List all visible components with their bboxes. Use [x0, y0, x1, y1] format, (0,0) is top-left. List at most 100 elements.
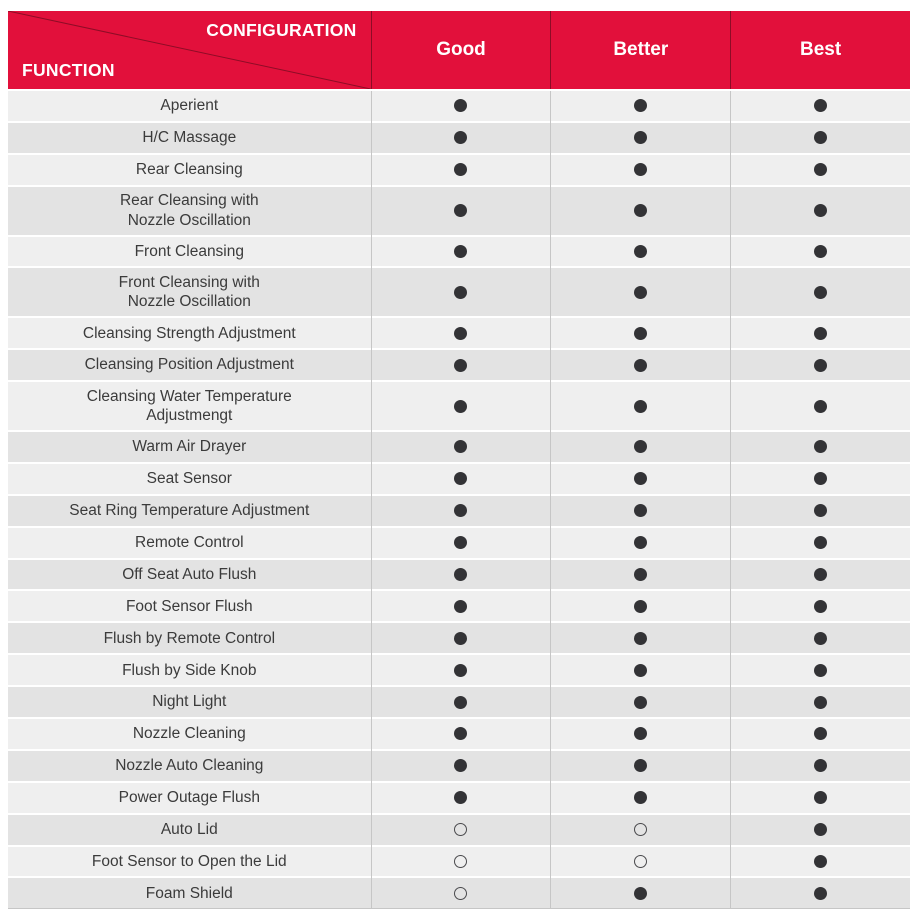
good-value-cell — [371, 560, 551, 590]
availability-dot — [813, 285, 827, 299]
availability-dot — [633, 599, 647, 613]
availability-dot — [453, 855, 467, 869]
column-divider — [730, 91, 732, 910]
availability-dot — [633, 204, 647, 218]
availability-dot — [453, 472, 467, 486]
table-row: Remote Control — [8, 527, 910, 558]
function-name-cell: Foam Shield — [145, 884, 233, 902]
table-body: Aperient H/C Massage Rear Cleansing — [8, 91, 910, 910]
availability-dot — [633, 568, 647, 582]
availability-dot — [813, 695, 827, 709]
availability-dot — [633, 855, 647, 869]
better-value-cell — [550, 123, 730, 153]
better-value-cell — [550, 655, 730, 685]
good-value-cell — [371, 187, 551, 235]
better-value-cell — [550, 268, 730, 316]
best-value-cell — [730, 155, 910, 185]
function-name-cell: Foot Sensor to Open the Lid — [91, 852, 287, 870]
availability-dot — [633, 631, 647, 645]
availability-dot — [813, 886, 827, 900]
availability-dot — [633, 131, 647, 145]
better-value-cell — [550, 350, 730, 380]
better-value-cell — [550, 591, 730, 621]
availability-dot — [453, 568, 467, 582]
availability-dot — [633, 886, 647, 900]
availability-dot — [813, 663, 827, 677]
availability-dot — [453, 599, 467, 613]
good-value-cell — [371, 382, 551, 430]
good-value-cell — [371, 496, 551, 526]
table-row: Cleansing Position Adjustment — [8, 350, 910, 381]
better-value-cell — [550, 187, 730, 235]
good-value-cell — [371, 591, 551, 621]
best-value-cell — [730, 560, 910, 590]
function-name-cell: Auto Lid — [160, 820, 218, 838]
good-value-cell — [371, 751, 551, 781]
better-value-cell — [550, 155, 730, 185]
good-value-cell — [371, 155, 551, 185]
function-name-cell: Remote Control — [135, 533, 244, 551]
good-value-cell — [371, 655, 551, 685]
availability-dot — [453, 358, 467, 372]
availability-dot — [633, 285, 647, 299]
best-value-cell — [730, 350, 910, 380]
availability-dot — [633, 440, 647, 454]
availability-dot — [633, 823, 647, 837]
function-name-cell: Warm Air Drayer — [132, 438, 247, 456]
function-name-cell: Flush by Remote Control — [103, 629, 276, 647]
best-value-cell — [730, 528, 910, 558]
best-value-cell — [730, 464, 910, 494]
better-value-cell — [550, 318, 730, 348]
function-name-cell: Front Cleansing — [134, 242, 244, 260]
good-value-cell — [371, 268, 551, 316]
good-value-cell — [371, 719, 551, 749]
good-value-cell — [371, 350, 551, 380]
function-name-cell: Cleansing Water Temperature Adjustmengt — [86, 387, 292, 425]
better-value-cell — [550, 751, 730, 781]
availability-dot — [453, 791, 467, 805]
table-row: Cleansing Strength Adjustment — [8, 318, 910, 349]
good-value-cell — [371, 687, 551, 717]
function-name-cell: Aperient — [160, 97, 219, 115]
good-value-cell — [371, 528, 551, 558]
availability-dot — [453, 759, 467, 773]
table-row: Auto Lid — [8, 814, 910, 845]
table-row: Off Seat Auto Flush — [8, 559, 910, 590]
availability-dot — [453, 823, 467, 837]
function-name-cell: Nozzle Cleaning — [132, 725, 246, 743]
table-row: H/C Massage — [8, 122, 910, 153]
table-row: Front Cleansing — [8, 236, 910, 267]
availability-dot — [453, 399, 467, 413]
availability-dot — [813, 163, 827, 177]
availability-dot — [453, 727, 467, 741]
column-header-best: Best — [730, 11, 910, 89]
column-divider — [550, 91, 552, 910]
function-name-cell: Front Cleansing with Nozzle Oscillation — [118, 274, 260, 311]
better-value-cell — [550, 464, 730, 494]
availability-dot — [453, 326, 467, 340]
feature-comparison-table: CONFIGURATION FUNCTION Good Better Best … — [8, 11, 910, 910]
availability-dot — [633, 163, 647, 177]
availability-dot — [453, 695, 467, 709]
function-label: FUNCTION — [22, 60, 115, 80]
availability-dot — [813, 568, 827, 582]
table-row: Flush by Remote Control — [8, 623, 910, 654]
column-header-good: Good — [370, 11, 551, 89]
better-value-cell — [550, 815, 730, 845]
best-value-cell — [730, 623, 910, 653]
better-value-cell — [550, 91, 730, 121]
table-row: Nozzle Auto Cleaning — [8, 750, 910, 781]
availability-dot — [813, 245, 827, 258]
availability-dot — [633, 727, 647, 741]
availability-dot — [453, 204, 467, 218]
availability-dot — [813, 855, 827, 869]
availability-dot — [813, 326, 827, 340]
function-name-cell: Power Outage Flush — [118, 789, 260, 807]
better-value-cell — [550, 237, 730, 267]
availability-dot — [813, 204, 827, 218]
availability-dot — [813, 99, 827, 113]
table-header: CONFIGURATION FUNCTION Good Better Best — [8, 11, 910, 89]
best-value-cell — [730, 91, 910, 121]
best-value-cell — [730, 751, 910, 781]
function-name-cell: Seat Ring Temperature Adjustment — [69, 502, 310, 520]
